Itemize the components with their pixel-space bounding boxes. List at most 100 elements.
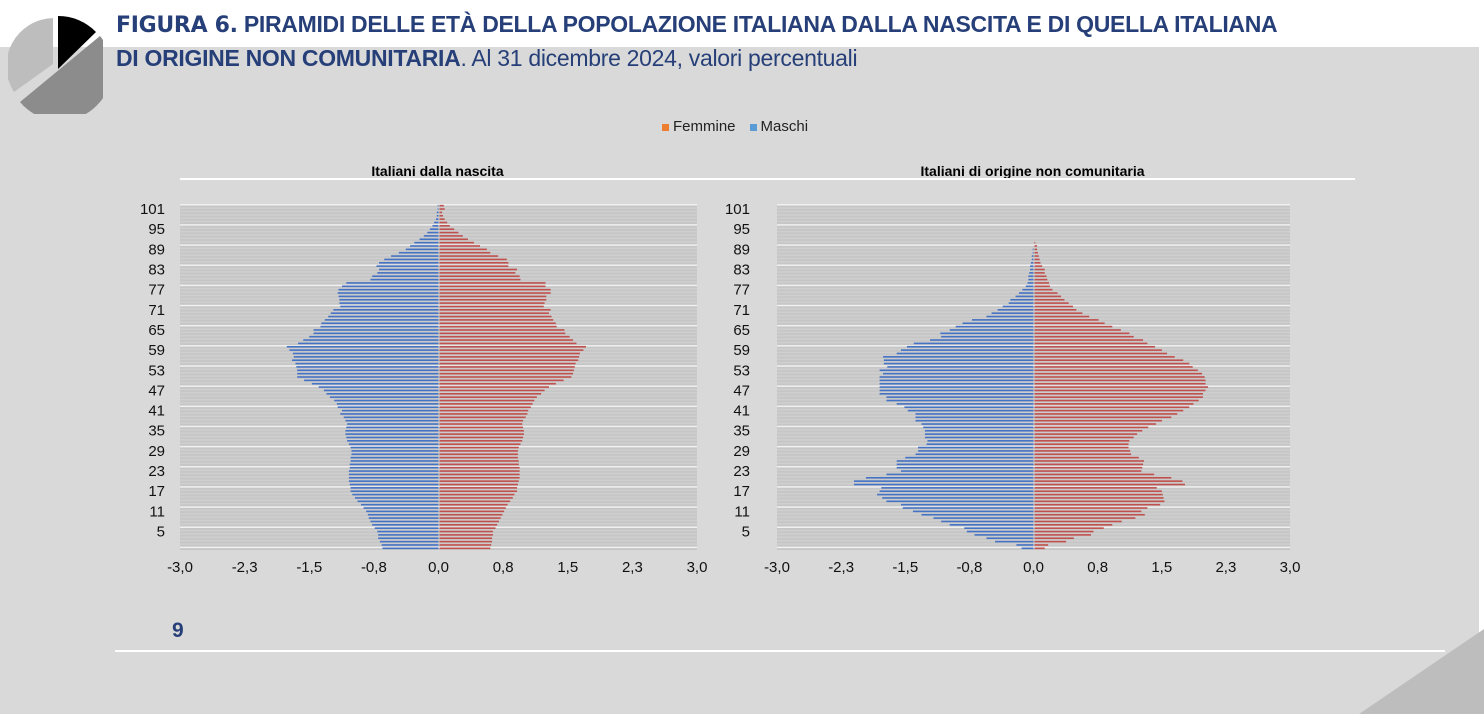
bar-maschi-age-71: [997, 309, 1034, 311]
y-tick-label: 47: [148, 382, 165, 399]
bar-maschi-age-83: [379, 268, 439, 271]
x-tick-label: 2,3: [622, 559, 643, 576]
gridline: [777, 482, 1290, 485]
y-tick-label: 29: [733, 443, 750, 460]
bar-maschi-age-52: [297, 372, 439, 375]
gridline: [180, 415, 697, 418]
bar-femmine-age-63: [439, 335, 570, 338]
gridline: [777, 418, 1290, 421]
y-tick-label: 101: [140, 201, 165, 218]
gridline: [180, 261, 697, 263]
gridline: [777, 476, 1290, 478]
bar-femmine-age-80: [439, 278, 521, 281]
x-tick-label: -1,5: [892, 559, 918, 576]
gridline: [180, 237, 697, 240]
bar-maschi-age-33: [924, 436, 1034, 439]
bar-femmine-age-79: [1034, 282, 1050, 284]
gridline: [180, 526, 697, 528]
bar-femmine-age-101: [439, 208, 445, 210]
gridline: [777, 439, 1290, 441]
bar-maschi-age-89: [405, 248, 439, 251]
bar-maschi-age-84: [376, 265, 439, 267]
bar-maschi-age-42: [337, 406, 439, 409]
legend-swatch-femmine: [662, 123, 669, 131]
gridline: [180, 247, 697, 250]
gridline: [180, 482, 697, 485]
bar-maschi-age-77: [338, 288, 439, 291]
bar-maschi-age-78: [1025, 285, 1034, 288]
gridline: [180, 368, 697, 371]
gridline: [777, 254, 1290, 256]
bar-femmine-age-62: [439, 339, 574, 341]
bar-femmine-age-61: [1034, 342, 1148, 345]
corner-decoration: [1359, 629, 1484, 714]
bar-femmine-age-49: [1034, 382, 1206, 385]
bar-femmine-age-22: [439, 473, 520, 476]
gridline: [777, 335, 1290, 337]
bar-maschi-age-68: [971, 319, 1034, 321]
gridline: [777, 449, 1290, 451]
gridline: [180, 234, 697, 236]
bar-maschi-age-21: [348, 476, 439, 479]
gridline: [180, 452, 697, 455]
bar-maschi-age-63: [309, 335, 439, 338]
gridline: [180, 207, 697, 209]
gridline: [180, 546, 697, 549]
gridline: [180, 324, 697, 327]
bar-femmine-age-28: [439, 453, 518, 456]
bar-femmine-age-19: [439, 483, 518, 486]
gridline: [777, 415, 1290, 418]
x-tick-label: 0,0: [1023, 559, 1044, 576]
bar-maschi-age-46: [326, 392, 439, 395]
bar-femmine-age-72: [439, 305, 544, 308]
bar-maschi-age-27: [905, 456, 1034, 459]
x-tick-label: 0,8: [1087, 559, 1108, 576]
bar-maschi-age-94: [427, 231, 439, 234]
x-tick-label: -2,3: [232, 559, 258, 576]
x-tick-label: 0,8: [493, 559, 514, 576]
bar-maschi-age-46: [879, 392, 1034, 395]
bar-maschi-age-102: [437, 204, 439, 207]
bar-maschi-age-75: [1015, 295, 1034, 298]
bar-femmine-age-3: [1034, 537, 1074, 540]
bar-maschi-age-100: [436, 211, 439, 214]
gridline: [777, 499, 1290, 502]
bar-maschi-age-52: [883, 372, 1034, 375]
gridline: [777, 455, 1290, 458]
divider-line: [180, 178, 1355, 180]
bar-femmine-age-50: [439, 379, 564, 382]
bar-maschi-age-37: [921, 423, 1034, 425]
gridline: [180, 402, 697, 404]
pie-logo-icon: [8, 15, 103, 114]
bar-maschi-age-47: [323, 389, 439, 392]
gridline: [777, 311, 1290, 314]
bar-femmine-age-78: [439, 285, 546, 288]
figure-label: FIGURA 6.: [116, 13, 238, 38]
bar-femmine-age-46: [1034, 392, 1203, 395]
bar-maschi-age-97: [434, 221, 439, 224]
gridline: [180, 489, 697, 492]
bar-femmine-age-87: [1034, 255, 1039, 257]
gridline: [180, 519, 697, 522]
bar-femmine-age-29: [1034, 450, 1131, 452]
bar-maschi-age-18: [350, 487, 439, 489]
bar-maschi-age-73: [339, 302, 439, 304]
bar-femmine-age-13: [439, 503, 508, 506]
bar-maschi-age-7: [949, 524, 1034, 526]
gridline: [180, 418, 697, 421]
bar-femmine-age-55: [439, 362, 576, 365]
bar-maschi-age-61: [298, 342, 439, 345]
bar-femmine-age-69: [1034, 315, 1090, 318]
bar-femmine-age-91: [439, 241, 474, 244]
gridline: [777, 314, 1290, 317]
gridline: [180, 439, 697, 441]
bar-maschi-age-81: [372, 275, 439, 278]
bar-maschi-age-5: [966, 530, 1034, 533]
bar-femmine-age-10: [439, 513, 503, 516]
bar-maschi-age-4: [974, 534, 1034, 536]
bar-femmine-age-78: [1034, 285, 1050, 288]
bar-maschi-age-76: [337, 292, 439, 294]
bar-femmine-age-41: [439, 409, 529, 412]
gridline: [180, 277, 697, 280]
y-tick-label: 47: [733, 382, 750, 399]
